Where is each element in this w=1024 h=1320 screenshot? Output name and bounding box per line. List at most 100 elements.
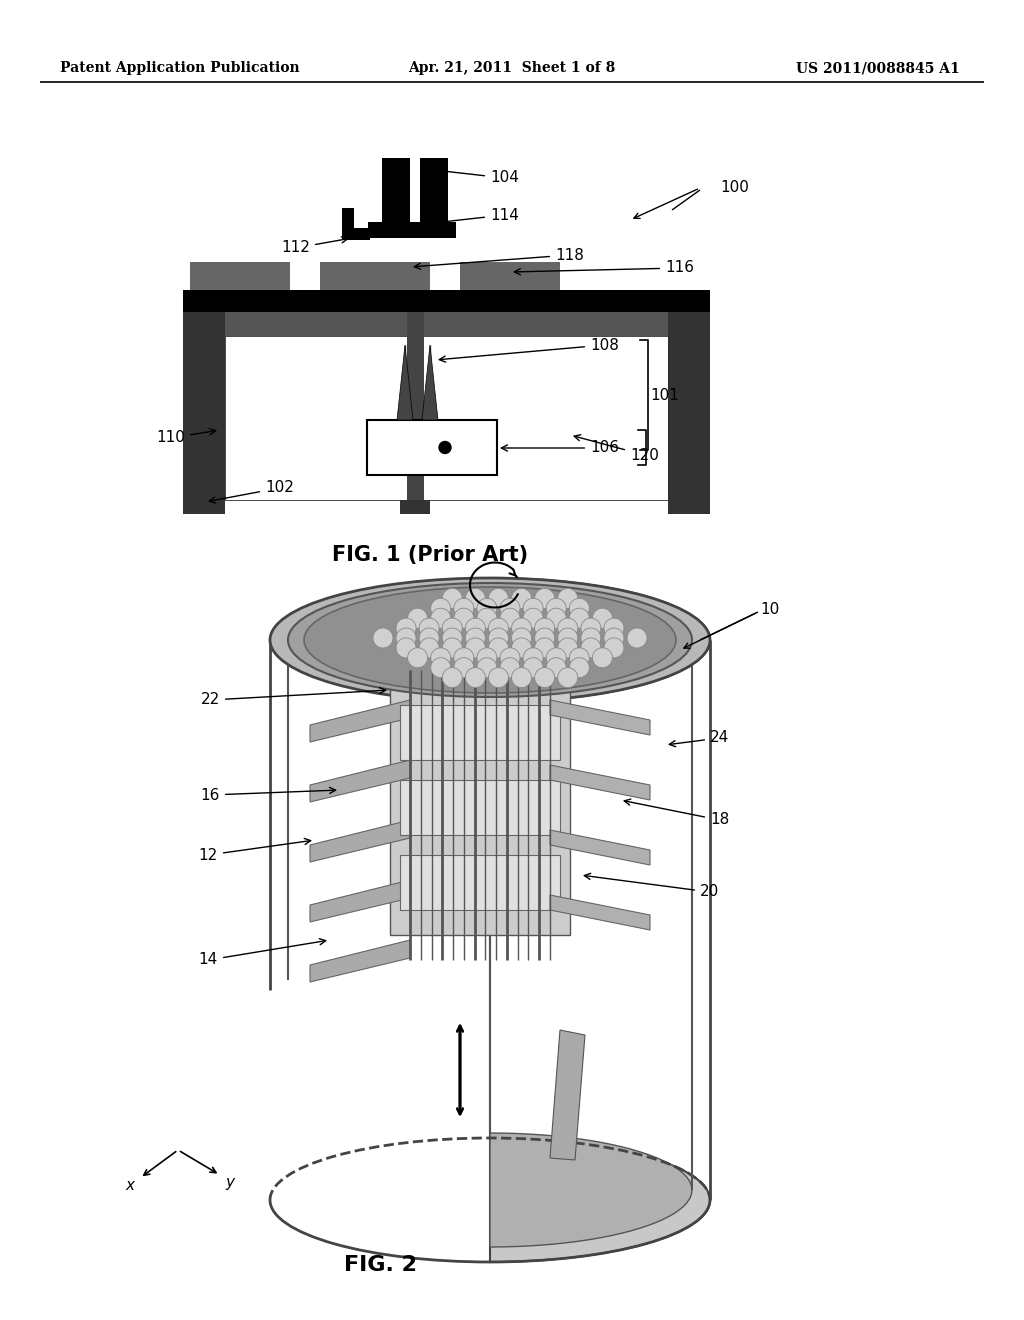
Circle shape bbox=[512, 668, 531, 688]
Text: 18: 18 bbox=[625, 799, 729, 828]
Circle shape bbox=[419, 618, 439, 638]
Ellipse shape bbox=[270, 578, 710, 702]
Bar bbox=[190, 261, 290, 290]
Bar bbox=[400, 705, 560, 760]
Polygon shape bbox=[550, 700, 650, 735]
Circle shape bbox=[442, 628, 462, 648]
Circle shape bbox=[465, 589, 485, 609]
Bar bbox=[183, 500, 225, 513]
Circle shape bbox=[604, 638, 624, 657]
Circle shape bbox=[431, 598, 451, 618]
Polygon shape bbox=[550, 895, 650, 931]
Circle shape bbox=[442, 638, 462, 657]
Text: x: x bbox=[126, 1179, 134, 1193]
Text: 120: 120 bbox=[574, 434, 658, 462]
Circle shape bbox=[454, 657, 474, 677]
Circle shape bbox=[535, 628, 555, 648]
Polygon shape bbox=[550, 830, 650, 865]
Circle shape bbox=[593, 648, 612, 668]
Bar bbox=[368, 222, 456, 238]
Circle shape bbox=[500, 609, 520, 628]
Circle shape bbox=[431, 657, 451, 677]
Text: 101: 101 bbox=[650, 388, 679, 403]
Text: 12: 12 bbox=[199, 838, 310, 862]
Circle shape bbox=[558, 628, 578, 648]
Text: 102: 102 bbox=[209, 480, 294, 503]
Circle shape bbox=[500, 598, 520, 618]
Bar bbox=[183, 312, 225, 500]
Polygon shape bbox=[422, 345, 438, 420]
Bar bbox=[382, 158, 410, 228]
Circle shape bbox=[512, 589, 531, 609]
Text: 100: 100 bbox=[720, 181, 749, 195]
Circle shape bbox=[488, 618, 509, 638]
Text: 118: 118 bbox=[415, 248, 584, 269]
Circle shape bbox=[477, 609, 497, 628]
Bar bbox=[183, 290, 710, 312]
Circle shape bbox=[546, 648, 566, 668]
Circle shape bbox=[431, 609, 451, 628]
Circle shape bbox=[500, 648, 520, 668]
Circle shape bbox=[535, 638, 555, 657]
Text: 116: 116 bbox=[514, 260, 694, 276]
Circle shape bbox=[477, 648, 497, 668]
Ellipse shape bbox=[304, 587, 676, 693]
Circle shape bbox=[535, 618, 555, 638]
Bar bbox=[407, 312, 424, 500]
Circle shape bbox=[523, 657, 543, 677]
Bar bbox=[390, 685, 570, 935]
Bar bbox=[319, 261, 430, 290]
Text: FIG. 2: FIG. 2 bbox=[343, 1255, 417, 1275]
Text: 22: 22 bbox=[201, 688, 386, 708]
Circle shape bbox=[442, 618, 462, 638]
Circle shape bbox=[396, 638, 416, 657]
Circle shape bbox=[408, 648, 428, 668]
Bar bbox=[225, 337, 668, 500]
Bar bbox=[668, 500, 710, 513]
Polygon shape bbox=[310, 700, 410, 742]
Text: 110: 110 bbox=[156, 429, 216, 446]
Circle shape bbox=[546, 657, 566, 677]
Circle shape bbox=[442, 589, 462, 609]
Circle shape bbox=[546, 598, 566, 618]
Text: 24: 24 bbox=[670, 730, 729, 747]
Circle shape bbox=[558, 618, 578, 638]
Circle shape bbox=[535, 589, 555, 609]
Bar bbox=[420, 158, 449, 228]
Bar bbox=[400, 780, 560, 836]
Polygon shape bbox=[397, 345, 413, 420]
Text: Apr. 21, 2011  Sheet 1 of 8: Apr. 21, 2011 Sheet 1 of 8 bbox=[409, 61, 615, 75]
Circle shape bbox=[558, 589, 578, 609]
Circle shape bbox=[500, 657, 520, 677]
Circle shape bbox=[604, 628, 624, 648]
Polygon shape bbox=[310, 940, 410, 982]
Circle shape bbox=[593, 609, 612, 628]
Circle shape bbox=[535, 668, 555, 688]
Circle shape bbox=[419, 638, 439, 657]
Circle shape bbox=[627, 628, 647, 648]
Circle shape bbox=[488, 638, 509, 657]
Circle shape bbox=[454, 598, 474, 618]
Circle shape bbox=[408, 609, 428, 628]
Circle shape bbox=[431, 648, 451, 668]
Circle shape bbox=[569, 598, 589, 618]
Polygon shape bbox=[490, 578, 710, 1262]
Text: US 2011/0088845 A1: US 2011/0088845 A1 bbox=[797, 61, 961, 75]
Circle shape bbox=[512, 638, 531, 657]
Circle shape bbox=[373, 628, 393, 648]
Circle shape bbox=[454, 648, 474, 668]
Circle shape bbox=[558, 668, 578, 688]
Polygon shape bbox=[490, 583, 692, 1247]
Circle shape bbox=[581, 618, 601, 638]
Polygon shape bbox=[310, 820, 410, 862]
Bar bbox=[342, 228, 370, 240]
Circle shape bbox=[439, 441, 451, 454]
Circle shape bbox=[488, 628, 509, 648]
Bar bbox=[225, 312, 668, 337]
Text: 106: 106 bbox=[502, 441, 618, 455]
Polygon shape bbox=[550, 1030, 585, 1160]
Circle shape bbox=[488, 668, 509, 688]
Circle shape bbox=[396, 618, 416, 638]
Circle shape bbox=[523, 609, 543, 628]
Text: 112: 112 bbox=[282, 236, 348, 256]
